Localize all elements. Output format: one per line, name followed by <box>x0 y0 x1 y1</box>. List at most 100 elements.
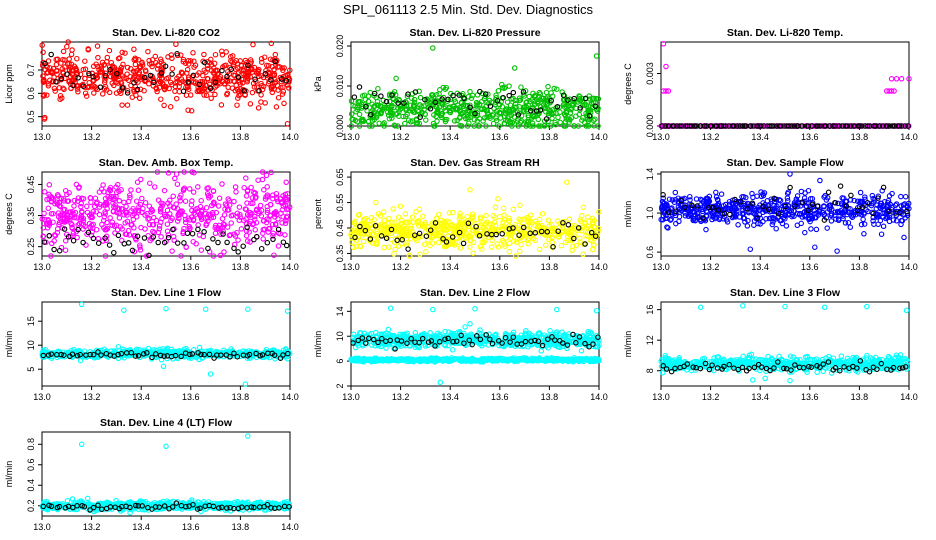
data-point <box>228 220 234 226</box>
data-points <box>658 41 912 129</box>
panel-title: Stan. Dev. Amb. Box Temp. <box>99 157 234 169</box>
x-tick-label: 14.0 <box>900 262 918 272</box>
data-point <box>824 225 830 231</box>
data-point <box>224 239 230 246</box>
data-point <box>53 78 59 85</box>
data-point <box>147 180 153 186</box>
data-point <box>161 102 167 109</box>
data-point <box>257 202 264 209</box>
data-point <box>71 203 77 209</box>
data-point <box>392 232 399 238</box>
data-point <box>210 236 216 242</box>
data-point <box>223 76 230 82</box>
data-point <box>238 226 245 232</box>
data-point <box>212 79 219 85</box>
data-point <box>713 189 719 196</box>
data-point <box>543 89 550 96</box>
y-tick-label: 0.45 <box>26 176 36 194</box>
y-axis-label: ml/min <box>623 201 633 228</box>
data-point <box>190 50 196 56</box>
data-point <box>131 46 137 53</box>
data-point <box>243 193 250 199</box>
data-point <box>219 181 225 187</box>
data-point <box>86 70 92 77</box>
data-point <box>802 229 808 236</box>
data-point <box>203 92 210 99</box>
data-point <box>119 102 125 108</box>
panel-title: Stan. Dev. Line 1 Flow <box>111 287 222 299</box>
data-point <box>85 46 91 52</box>
data-point <box>179 70 185 77</box>
data-point <box>348 239 355 245</box>
data-point <box>133 214 140 220</box>
y-axis-label: kPa <box>313 76 323 92</box>
data-point <box>82 58 88 64</box>
data-point <box>184 84 191 91</box>
data-point <box>170 193 176 200</box>
data-point <box>158 96 164 102</box>
data-point <box>280 88 287 95</box>
y-tick-label: 0.000 <box>335 115 345 138</box>
data-point <box>893 76 900 82</box>
data-point <box>107 215 113 221</box>
data-point <box>217 252 224 259</box>
data-point <box>42 60 48 67</box>
y-axis-label: ml/min <box>4 331 14 358</box>
data-point <box>536 246 543 253</box>
data-point <box>256 73 262 80</box>
data-point <box>380 97 387 104</box>
data-point <box>481 115 488 121</box>
data-point <box>62 247 69 253</box>
data-point <box>237 58 243 64</box>
data-point <box>273 104 280 110</box>
data-point <box>118 79 124 85</box>
data-point <box>718 191 725 197</box>
data-point <box>137 86 144 93</box>
panel-title: Stan. Dev. Li-820 CO2 <box>112 27 220 39</box>
data-point <box>567 117 573 123</box>
x-tick-label: 13.4 <box>751 132 769 142</box>
data-point <box>388 236 395 243</box>
data-point <box>58 76 64 82</box>
data-point <box>166 85 172 92</box>
data-point <box>590 246 596 253</box>
data-point <box>66 56 72 62</box>
y-tick-label: 10 <box>26 340 36 350</box>
data-point <box>284 308 291 314</box>
y-tick-label: 10 <box>335 331 345 341</box>
data-point <box>97 84 104 90</box>
data-point <box>142 74 148 81</box>
data-point <box>751 222 757 228</box>
data-point <box>41 116 48 122</box>
data-point <box>156 84 163 91</box>
data-point <box>192 62 199 68</box>
data-point <box>116 215 123 221</box>
data-points <box>39 301 293 387</box>
y-tick-label: 0.020 <box>335 35 345 58</box>
data-point <box>371 116 377 123</box>
data-point <box>518 241 524 248</box>
data-point <box>44 92 50 98</box>
data-point <box>40 93 47 99</box>
data-point <box>203 82 209 89</box>
data-point <box>198 197 204 204</box>
data-point <box>215 203 222 209</box>
data-point <box>61 86 67 93</box>
data-point <box>122 50 128 56</box>
data-point <box>109 63 116 69</box>
data-point <box>375 85 381 92</box>
data-point <box>825 189 832 196</box>
y-tick-label: 0.010 <box>335 75 345 98</box>
data-point <box>395 214 402 220</box>
x-tick-label: 13.4 <box>441 132 459 142</box>
data-point <box>429 92 435 98</box>
data-point <box>485 91 491 97</box>
data-point <box>167 104 174 110</box>
data-point <box>195 184 201 190</box>
data-point <box>280 67 286 74</box>
data-point <box>244 69 250 75</box>
panel-3: Stan. Dev. Li-820 Temp.degrees C13.0 13.2… <box>623 27 918 142</box>
y-tick-label: 0.45 <box>335 219 345 237</box>
data-point <box>517 202 523 209</box>
